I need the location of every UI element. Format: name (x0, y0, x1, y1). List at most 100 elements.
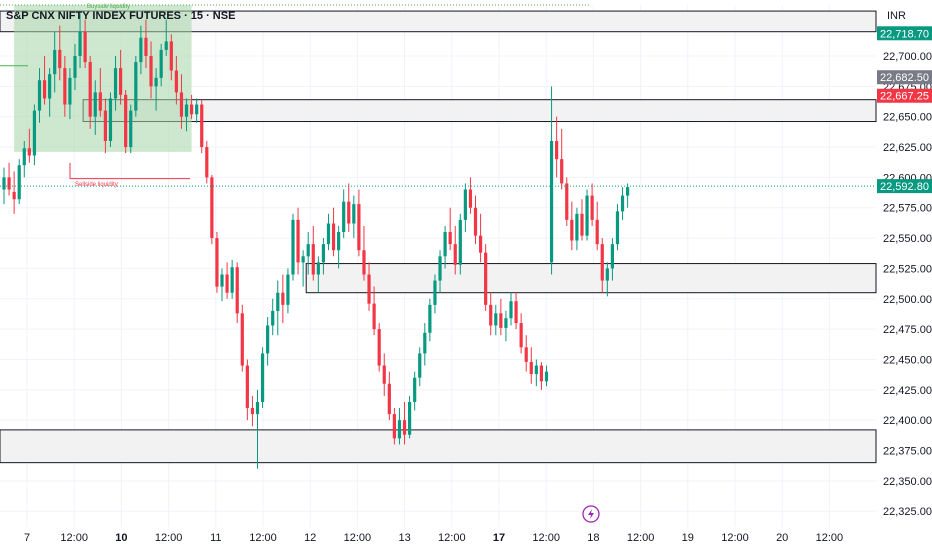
candle-body (266, 325, 270, 354)
candle-body (144, 37, 148, 56)
candle (159, 43, 163, 87)
candle (7, 162, 11, 196)
candle (316, 256, 320, 293)
candle-body (357, 204, 361, 251)
candle-body (337, 232, 341, 251)
candle-body (276, 292, 280, 311)
x-tick-label: 12:00 (60, 532, 88, 544)
x-tick-label: 20 (776, 532, 788, 544)
candle (595, 201, 599, 251)
x-tick-label: 12:00 (249, 532, 277, 544)
candle (499, 298, 503, 336)
candle (200, 99, 204, 154)
candle-body (408, 401, 412, 435)
candle-body (397, 420, 402, 439)
candle-body (494, 313, 498, 326)
candle (484, 244, 488, 311)
buyside-liquidity-note: Buyside liquidity (87, 4, 130, 10)
x-tick-label: 11 (210, 532, 221, 544)
candle (129, 104, 133, 154)
candle (580, 199, 584, 241)
candle (296, 207, 300, 275)
candle-body (271, 310, 275, 326)
candle (478, 213, 483, 263)
candle (139, 25, 143, 75)
candle-body (195, 104, 199, 115)
liquidity-notes: Buyside liquidity Sellside liquidity (75, 4, 130, 188)
candle (397, 408, 402, 445)
x-tick-label: 12 (304, 532, 316, 544)
candle-body (499, 313, 503, 328)
candle (286, 268, 290, 314)
candle-body (362, 250, 366, 275)
price-axis[interactable]: 22,325.00 22,350.00 22,375.00 22,400.00 22,4… (877, 26, 932, 518)
price-tag-bg (877, 70, 932, 85)
currency-label: INR (887, 10, 906, 22)
y-tick-label: 22,500.00 (883, 294, 932, 306)
candle-body (124, 94, 128, 148)
candle (357, 189, 361, 257)
candle-body (316, 262, 320, 275)
price-tag-bg (877, 88, 932, 103)
candle (93, 80, 97, 135)
candle-body (377, 329, 381, 366)
candles-layer (2, 13, 630, 469)
candle-body (27, 148, 31, 156)
candle-body (260, 353, 265, 402)
candle-body (580, 213, 584, 236)
candle-body (555, 140, 559, 160)
candle-body (626, 187, 630, 196)
candle-body (418, 353, 422, 378)
candle-body (215, 238, 219, 287)
candle-body (286, 274, 290, 305)
candle (68, 68, 72, 120)
y-tick-label: 22,525.00 (883, 263, 932, 275)
candle-body (169, 41, 173, 71)
candle-body (12, 191, 16, 200)
candle-body (189, 104, 194, 115)
candle-body (570, 219, 574, 241)
candle (342, 189, 346, 239)
time-axis[interactable]: 7 12:00 10 12:00 11 12:00 12 12:00 13 12:00 17 12:0… (24, 532, 843, 544)
candle-body (103, 110, 107, 141)
candle-body (119, 68, 123, 95)
y-tick-label: 22,425.00 (883, 385, 932, 397)
candle (179, 74, 184, 129)
chart-title: S&P CNX NIFTY INDEX FUTURES · 15 · NSE (6, 10, 235, 22)
candle (235, 262, 239, 324)
zone-top (0, 10, 877, 33)
candle (63, 55, 67, 117)
candle-body (225, 274, 229, 293)
candle (301, 250, 305, 287)
candle (463, 183, 467, 233)
candle-body (387, 383, 391, 415)
candle (22, 140, 26, 178)
candle-body (438, 256, 442, 281)
candle-body (7, 177, 11, 190)
candle (382, 353, 386, 396)
candle (210, 174, 214, 245)
zones-layer (0, 10, 877, 464)
candle-body (42, 80, 47, 99)
candle-body (524, 347, 528, 362)
candle (154, 68, 158, 111)
candle (113, 55, 118, 111)
candle-body (88, 62, 92, 117)
candle-body (620, 195, 625, 212)
candle-body (245, 365, 249, 409)
candle (423, 323, 427, 366)
candle-body (48, 74, 52, 99)
candle (534, 359, 538, 387)
candle (402, 401, 407, 445)
candle (509, 292, 513, 326)
flash-icon[interactable] (582, 505, 600, 523)
candle (453, 225, 457, 275)
y-tick-label: 22,450.00 (883, 354, 932, 366)
x-tick-label: 12:00 (721, 532, 749, 544)
range-highlight-layer (0, 4, 590, 180)
candle-body (468, 189, 473, 208)
candle (189, 94, 194, 120)
price-tag-label: 22,592.80 (880, 181, 929, 193)
candle-body (83, 31, 87, 63)
candle (590, 183, 594, 226)
